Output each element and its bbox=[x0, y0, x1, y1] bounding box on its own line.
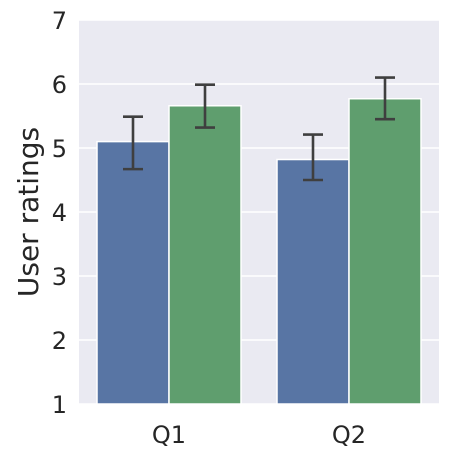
y-axis-ticks: 1 2 3 4 5 6 7 bbox=[52, 7, 67, 419]
x-tick-label: Q1 bbox=[152, 421, 186, 449]
bars bbox=[96, 97, 422, 405]
error-bar bbox=[195, 83, 215, 129]
error-bar bbox=[303, 133, 323, 182]
y-axis-label: User ratings bbox=[12, 127, 45, 297]
error-bars bbox=[123, 76, 395, 182]
y-tick-label: 4 bbox=[52, 199, 67, 227]
y-tick-label: 3 bbox=[52, 263, 67, 291]
y-tick-label: 1 bbox=[52, 391, 67, 419]
x-axis-ticks: Q1 Q2 bbox=[152, 421, 366, 449]
y-tick-label: 7 bbox=[52, 7, 67, 35]
y-tick-label: 6 bbox=[52, 71, 67, 99]
bar-q1-series-1 bbox=[96, 140, 170, 405]
x-tick-label: Q2 bbox=[332, 421, 366, 449]
bar-q1-series-2 bbox=[168, 105, 242, 405]
error-bar bbox=[375, 76, 395, 121]
error-bar bbox=[123, 115, 143, 171]
y-tick-label: 2 bbox=[52, 327, 67, 355]
y-tick-label: 5 bbox=[52, 135, 67, 163]
bar-q2-series-1 bbox=[276, 158, 350, 405]
bar-q2-series-2 bbox=[348, 97, 422, 405]
